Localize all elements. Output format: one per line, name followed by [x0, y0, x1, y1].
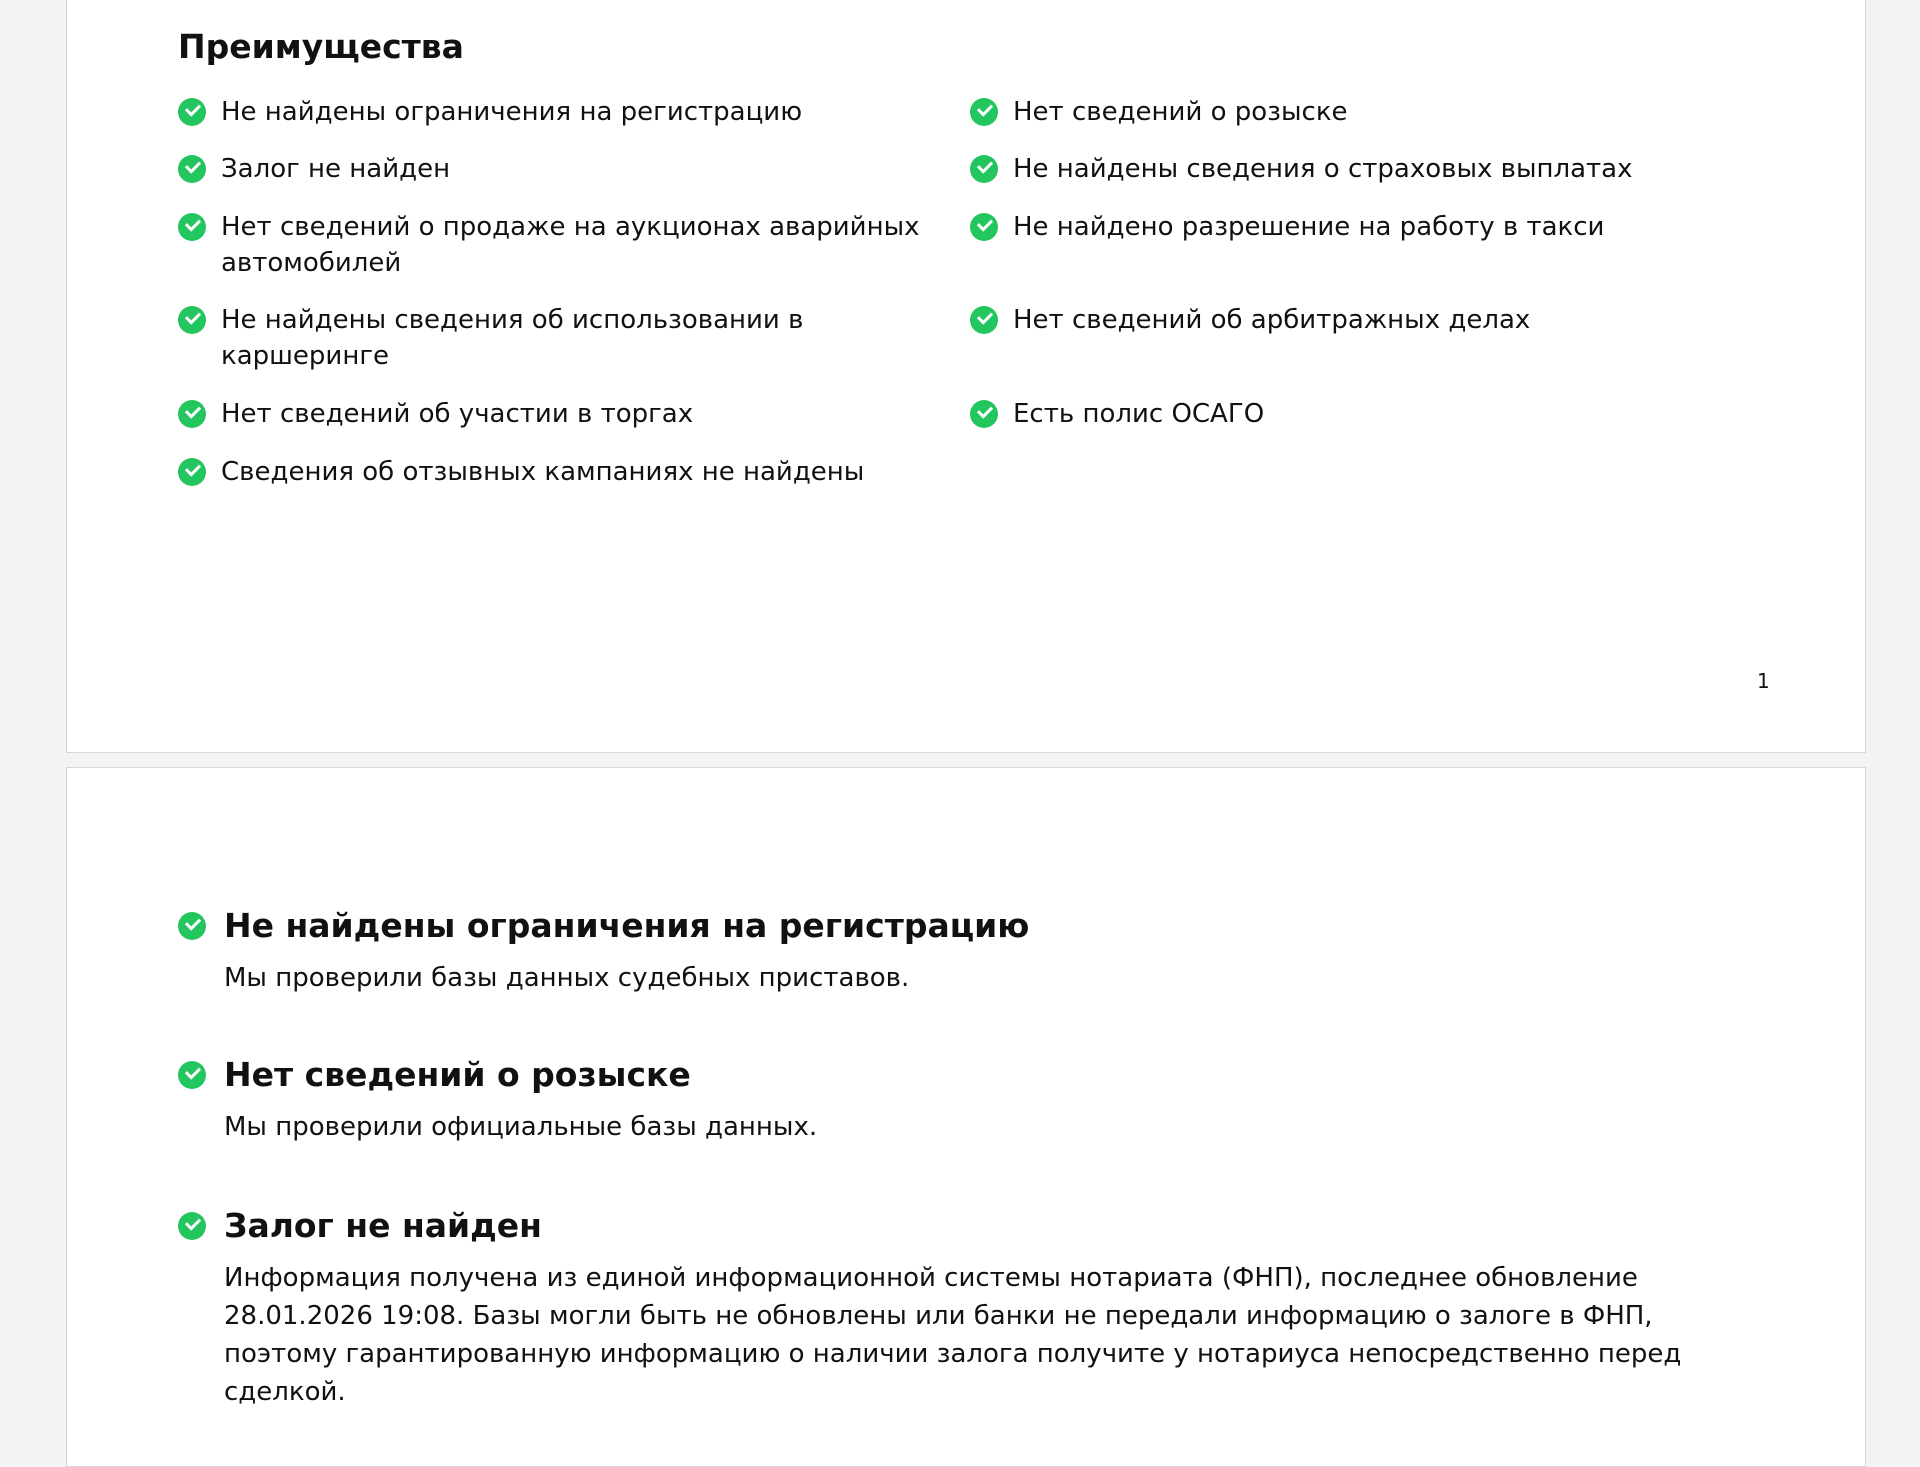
advantage-text: Нет сведений об участии в торгах	[221, 399, 694, 429]
check-section: Нет сведений о розыске Мы проверили офиц…	[178, 1055, 1738, 1146]
advantage-text: Не найдено разрешение на работу в такси	[1013, 212, 1605, 242]
section-title: Не найдены ограничения на регистрацию	[224, 906, 1030, 945]
advantage-item: Нет сведений об участии в торгах	[178, 396, 1008, 432]
check-circle-icon	[178, 98, 206, 126]
section-text: Мы проверили базы данных судебных приста…	[224, 963, 910, 993]
report-page-1: Преимущества Не найдены ограничения на р…	[66, 0, 1866, 753]
advantage-item: Нет сведений о розыске	[970, 94, 1770, 130]
check-circle-icon	[178, 400, 206, 428]
section-title: Нет сведений о розыске	[224, 1055, 691, 1094]
section-title: Залог не найден	[224, 1206, 542, 1245]
advantage-item: Нет сведений о продаже на аукционах авар…	[178, 209, 1008, 281]
check-circle-icon	[970, 306, 998, 334]
report-page-2: Не найдены ограничения на регистрацию Мы…	[66, 767, 1866, 1467]
advantage-text: Нет сведений о продаже на аукционах авар…	[221, 212, 920, 278]
advantage-item: Не найдены ограничения на регистрацию	[178, 94, 1008, 130]
check-circle-icon	[178, 911, 206, 940]
check-section: Залог не найден Информация получена из е…	[178, 1206, 1738, 1411]
advantage-item: Не найдены сведения о страховых выплатах	[970, 151, 1770, 187]
advantage-text: Не найдены сведения о страховых выплатах	[1013, 154, 1633, 184]
section-text: Информация получена из единой информацио…	[224, 1263, 1682, 1407]
check-circle-icon	[178, 306, 206, 334]
advantage-text: Не найдены ограничения на регистрацию	[221, 97, 803, 127]
advantage-text: Нет сведений о розыске	[1013, 97, 1348, 127]
check-section: Не найдены ограничения на регистрацию Мы…	[178, 906, 1738, 997]
advantage-item: Не найдено разрешение на работу в такси	[970, 209, 1770, 245]
advantage-text: Есть полис ОСАГО	[1013, 399, 1265, 429]
advantage-text: Сведения об отзывных кампаниях не найден…	[221, 457, 865, 487]
check-circle-icon	[970, 155, 998, 183]
advantage-item: Залог не найден	[178, 151, 1008, 187]
advantage-text: Залог не найден	[221, 154, 451, 184]
section-text: Мы проверили официальные базы данных.	[224, 1112, 818, 1142]
advantages-heading: Преимущества	[178, 27, 464, 66]
advantage-item: Не найдены сведения об использовании в к…	[178, 302, 878, 374]
check-circle-icon	[970, 400, 998, 428]
advantage-item: Сведения об отзывных кампаниях не найден…	[178, 454, 1008, 490]
check-circle-icon	[178, 458, 206, 486]
page-number: 1	[1757, 669, 1770, 693]
check-circle-icon	[178, 155, 206, 183]
check-circle-icon	[970, 98, 998, 126]
check-circle-icon	[178, 1060, 206, 1089]
advantage-text: Не найдены сведения об использовании в к…	[221, 305, 804, 371]
advantage-item: Нет сведений об арбитражных делах	[970, 302, 1770, 338]
check-circle-icon	[178, 1211, 206, 1240]
advantage-text: Нет сведений об арбитражных делах	[1013, 305, 1531, 335]
advantage-item: Есть полис ОСАГО	[970, 396, 1770, 432]
check-circle-icon	[970, 213, 998, 241]
check-circle-icon	[178, 213, 206, 241]
